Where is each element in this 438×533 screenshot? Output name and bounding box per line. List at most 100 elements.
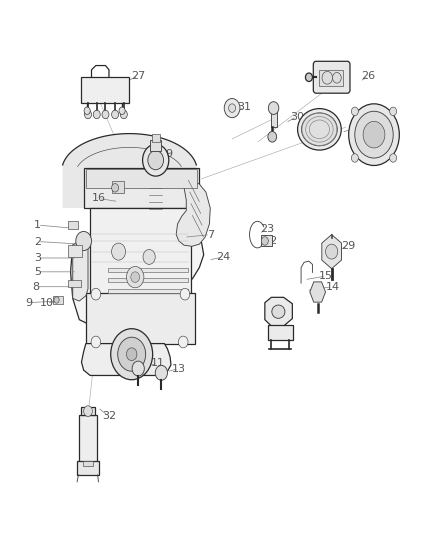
Circle shape — [118, 337, 146, 371]
Text: 5: 5 — [34, 267, 41, 277]
Circle shape — [229, 104, 236, 112]
Circle shape — [120, 110, 127, 119]
Circle shape — [322, 71, 332, 84]
Circle shape — [178, 336, 188, 348]
Bar — [90, 208, 191, 296]
Text: 26: 26 — [361, 71, 375, 81]
Circle shape — [305, 73, 312, 82]
Circle shape — [112, 110, 119, 119]
Bar — [150, 140, 161, 151]
Polygon shape — [81, 344, 171, 375]
Circle shape — [132, 361, 145, 376]
Bar — [319, 70, 343, 86]
Circle shape — [91, 288, 101, 300]
Text: 29: 29 — [341, 241, 355, 251]
Text: 25: 25 — [374, 122, 388, 132]
Text: 3: 3 — [34, 253, 41, 263]
Text: 23: 23 — [260, 224, 274, 235]
Polygon shape — [265, 297, 292, 326]
Bar — [261, 235, 272, 246]
Circle shape — [148, 151, 163, 169]
Circle shape — [325, 244, 338, 259]
Bar — [112, 181, 124, 193]
Ellipse shape — [301, 113, 337, 146]
Circle shape — [127, 348, 137, 361]
Circle shape — [102, 110, 109, 119]
Circle shape — [261, 237, 268, 245]
Circle shape — [76, 231, 92, 251]
Circle shape — [84, 406, 92, 416]
Text: 22: 22 — [263, 236, 278, 246]
Circle shape — [112, 183, 119, 192]
Bar — [108, 289, 188, 293]
Text: 30: 30 — [290, 111, 304, 122]
Text: 32: 32 — [102, 411, 116, 422]
Text: 10: 10 — [39, 297, 53, 308]
Bar — [68, 245, 82, 257]
Bar — [83, 461, 93, 466]
Text: 13: 13 — [172, 364, 186, 374]
Text: 19: 19 — [159, 149, 174, 159]
Text: 1: 1 — [34, 220, 41, 230]
Text: 16: 16 — [92, 193, 106, 204]
Bar — [108, 268, 188, 272]
Bar — [68, 221, 78, 229]
Circle shape — [390, 107, 397, 116]
Polygon shape — [71, 228, 204, 324]
Text: 15: 15 — [319, 271, 333, 281]
Polygon shape — [322, 235, 342, 269]
Text: 2: 2 — [34, 237, 41, 247]
Circle shape — [349, 104, 399, 165]
Circle shape — [390, 154, 397, 162]
Text: 14: 14 — [325, 282, 339, 292]
Bar — [81, 407, 95, 415]
Circle shape — [93, 110, 100, 119]
Circle shape — [351, 107, 358, 116]
Bar — [271, 105, 277, 127]
Circle shape — [54, 297, 59, 303]
Ellipse shape — [272, 305, 285, 318]
Circle shape — [119, 107, 125, 115]
Circle shape — [332, 72, 341, 83]
Circle shape — [363, 122, 385, 148]
Ellipse shape — [297, 109, 341, 150]
Circle shape — [143, 249, 155, 264]
Text: 20: 20 — [318, 71, 332, 81]
Circle shape — [268, 132, 277, 142]
Bar — [86, 293, 195, 344]
Circle shape — [131, 272, 140, 282]
Polygon shape — [63, 134, 196, 208]
Text: 8: 8 — [32, 282, 39, 292]
Bar — [86, 169, 197, 188]
Circle shape — [112, 243, 126, 260]
Text: 27: 27 — [131, 71, 145, 81]
Text: 21: 21 — [352, 122, 366, 132]
Bar — [152, 134, 159, 142]
Polygon shape — [73, 235, 88, 301]
Bar — [53, 296, 63, 304]
Polygon shape — [176, 179, 210, 246]
Circle shape — [143, 144, 169, 176]
Bar — [79, 415, 97, 462]
Circle shape — [85, 110, 92, 119]
Circle shape — [355, 111, 393, 158]
Circle shape — [224, 99, 240, 118]
Text: 9: 9 — [25, 297, 33, 308]
Text: 24: 24 — [216, 252, 230, 262]
Circle shape — [127, 266, 144, 288]
Bar — [268, 325, 293, 340]
Bar — [77, 461, 99, 475]
Text: 7: 7 — [207, 230, 214, 240]
Circle shape — [268, 102, 279, 115]
Text: 11: 11 — [151, 358, 165, 368]
Circle shape — [351, 154, 358, 162]
FancyBboxPatch shape — [313, 61, 350, 93]
Bar — [68, 280, 81, 287]
Bar — [81, 77, 129, 103]
Circle shape — [111, 329, 152, 379]
Circle shape — [84, 107, 90, 115]
Bar — [84, 168, 199, 208]
Polygon shape — [310, 282, 325, 302]
Circle shape — [91, 336, 101, 348]
Circle shape — [155, 366, 167, 380]
